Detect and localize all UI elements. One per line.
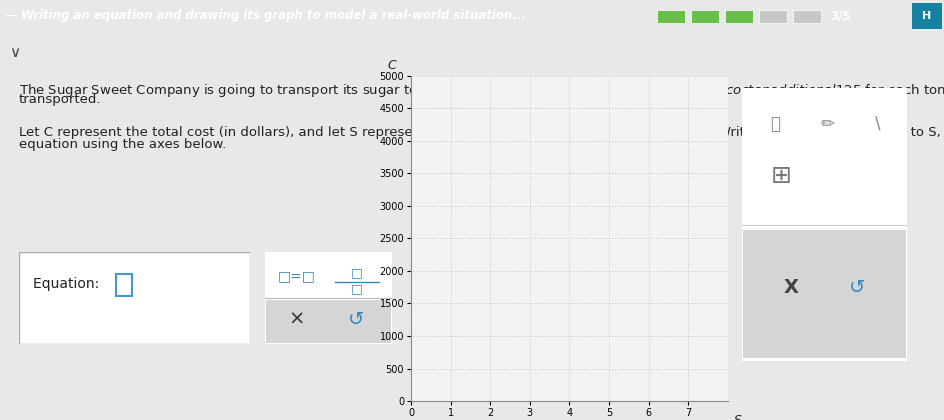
Text: C: C	[387, 59, 396, 72]
FancyBboxPatch shape	[792, 10, 820, 23]
Text: ×: ×	[288, 310, 304, 329]
Text: —: —	[5, 10, 17, 22]
Text: ⊞: ⊞	[770, 163, 791, 188]
Text: The Sugar Sweet Company is going to transport its sugar to market. It will cost : The Sugar Sweet Company is going to tran…	[19, 82, 944, 99]
Text: \: \	[874, 115, 879, 133]
Text: transported.: transported.	[19, 94, 101, 107]
Text: 3/5: 3/5	[830, 10, 851, 22]
Text: ↺: ↺	[348, 310, 364, 329]
FancyBboxPatch shape	[261, 250, 395, 346]
Text: equation using the axes below.: equation using the axes below.	[19, 138, 226, 151]
Text: S: S	[733, 414, 741, 420]
Text: □=□: □=□	[278, 269, 315, 283]
FancyBboxPatch shape	[911, 3, 941, 29]
Text: X: X	[784, 278, 798, 297]
FancyBboxPatch shape	[758, 10, 786, 23]
FancyBboxPatch shape	[738, 83, 909, 367]
Text: Equation:: Equation:	[33, 277, 103, 291]
FancyBboxPatch shape	[19, 252, 250, 344]
Text: H: H	[921, 11, 931, 21]
Text: ∨: ∨	[9, 45, 21, 60]
Text: Writing an equation and drawing its graph to model a real-world situation...: Writing an equation and drawing its grap…	[21, 10, 525, 22]
FancyBboxPatch shape	[724, 10, 752, 23]
Text: □: □	[350, 283, 362, 295]
FancyBboxPatch shape	[690, 10, 718, 23]
FancyBboxPatch shape	[116, 274, 132, 297]
FancyBboxPatch shape	[743, 230, 904, 358]
FancyBboxPatch shape	[265, 300, 391, 344]
FancyBboxPatch shape	[656, 10, 684, 23]
Text: ✏: ✏	[820, 115, 834, 133]
Text: Let C represent the total cost (in dollars), and let S represent the amount of s: Let C represent the total cost (in dolla…	[19, 126, 944, 139]
Text: ↺: ↺	[849, 278, 865, 297]
Text: 📎: 📎	[769, 115, 779, 133]
Text: □: □	[350, 266, 362, 279]
